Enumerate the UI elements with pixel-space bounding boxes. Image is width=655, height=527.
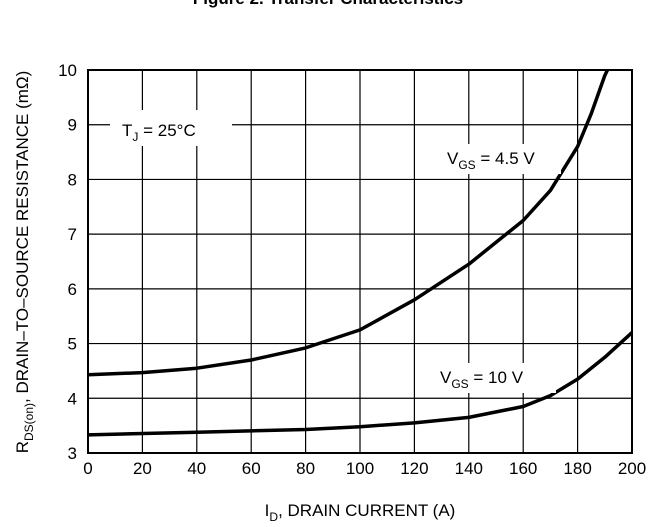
y-axis-label-part: DS(on)	[22, 403, 36, 441]
x-tick-label: 0	[83, 459, 92, 478]
x-tick-label: 100	[346, 459, 374, 478]
y-tick-label: 6	[68, 280, 77, 299]
annotation-bg	[110, 110, 232, 146]
x-tick-label: 200	[618, 459, 646, 478]
series-label: VGS = 10 V	[440, 368, 524, 391]
series-label: VGS = 4.5 V	[447, 149, 535, 172]
x-tick-label: 160	[509, 459, 537, 478]
x-tick-label: 80	[296, 459, 315, 478]
y-tick-label: 5	[68, 335, 77, 354]
series-label-part: V	[440, 368, 452, 387]
x-axis-label-part: D	[269, 510, 278, 524]
y-axis-label: RDS(on), DRAIN–TO–SOURCE RESISTANCE (mΩ)	[13, 71, 36, 454]
series-label-bg	[443, 144, 561, 174]
y-tick-label: 7	[68, 225, 77, 244]
series-label-part: = 4.5 V	[476, 149, 536, 168]
y-tick-label: 10	[58, 61, 77, 80]
x-tick-label: 140	[455, 459, 483, 478]
series-line	[87, 331, 634, 437]
annotation-part: = 25°C	[138, 121, 195, 140]
plot-border	[87, 69, 633, 454]
series-label-bg	[436, 363, 556, 393]
series-label-part: GS	[458, 158, 475, 172]
x-tick-label: 40	[187, 459, 206, 478]
x-axis-label-part: I	[265, 501, 270, 520]
annotation: TJ = 25°C	[122, 121, 196, 144]
series-label-part: GS	[451, 377, 468, 391]
series-label-part: = 10 V	[469, 368, 524, 387]
series-line	[87, 69, 610, 377]
y-tick-label: 4	[68, 389, 77, 408]
x-tick-label: 20	[133, 459, 152, 478]
series-label-part: V	[447, 149, 459, 168]
x-tick-label: 180	[563, 459, 591, 478]
chart-title: Figure 2. Transfer Characteristics	[193, 0, 463, 8]
annotation-part: T	[122, 121, 132, 140]
x-axis-label: ID, DRAIN CURRENT (A)	[265, 501, 456, 524]
y-axis-label-part: R	[13, 441, 32, 453]
y-tick-label: 8	[68, 170, 77, 189]
x-axis-label-part: , DRAIN CURRENT (A)	[278, 501, 455, 520]
annotation-part: J	[132, 130, 138, 144]
y-axis-label-part: , DRAIN–TO–SOURCE RESISTANCE (mΩ)	[13, 71, 32, 403]
x-tick-label: 60	[242, 459, 261, 478]
y-tick-label: 3	[68, 444, 77, 463]
x-tick-label: 120	[400, 459, 428, 478]
y-tick-label: 9	[68, 116, 77, 135]
